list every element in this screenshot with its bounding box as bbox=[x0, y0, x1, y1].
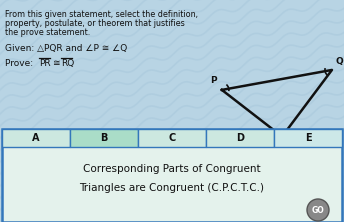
Bar bbox=[2, 129, 70, 147]
Text: PR: PR bbox=[39, 59, 51, 68]
Bar bbox=[274, 129, 342, 147]
Text: Given: △PQR and ∠P ≅ ∠Q: Given: △PQR and ∠P ≅ ∠Q bbox=[5, 44, 127, 53]
Text: B: B bbox=[100, 133, 108, 143]
Text: the prove statement.: the prove statement. bbox=[5, 28, 90, 37]
Text: A: A bbox=[32, 133, 40, 143]
Text: C: C bbox=[168, 133, 176, 143]
Text: RQ: RQ bbox=[61, 59, 74, 68]
Text: Corresponding Parts of Congruent: Corresponding Parts of Congruent bbox=[83, 165, 261, 174]
Circle shape bbox=[307, 199, 329, 221]
Text: From this given statement, select the definition,: From this given statement, select the de… bbox=[5, 10, 198, 19]
Text: Q: Q bbox=[336, 57, 344, 66]
Text: ≅: ≅ bbox=[52, 59, 60, 68]
Bar bbox=[2, 129, 342, 222]
Text: R: R bbox=[285, 142, 292, 151]
Text: D: D bbox=[236, 133, 244, 143]
Bar bbox=[206, 129, 274, 147]
Text: Prove:: Prove: bbox=[5, 59, 36, 68]
Text: P: P bbox=[210, 76, 217, 85]
Bar bbox=[138, 129, 206, 147]
Text: property, postulate, or theorem that justifies: property, postulate, or theorem that jus… bbox=[5, 19, 185, 28]
Text: E: E bbox=[305, 133, 311, 143]
Text: Triangles are Congruent (C.P.C.T.C.): Triangles are Congruent (C.P.C.T.C.) bbox=[79, 182, 265, 192]
Text: GO: GO bbox=[312, 206, 324, 214]
Bar bbox=[70, 129, 138, 147]
